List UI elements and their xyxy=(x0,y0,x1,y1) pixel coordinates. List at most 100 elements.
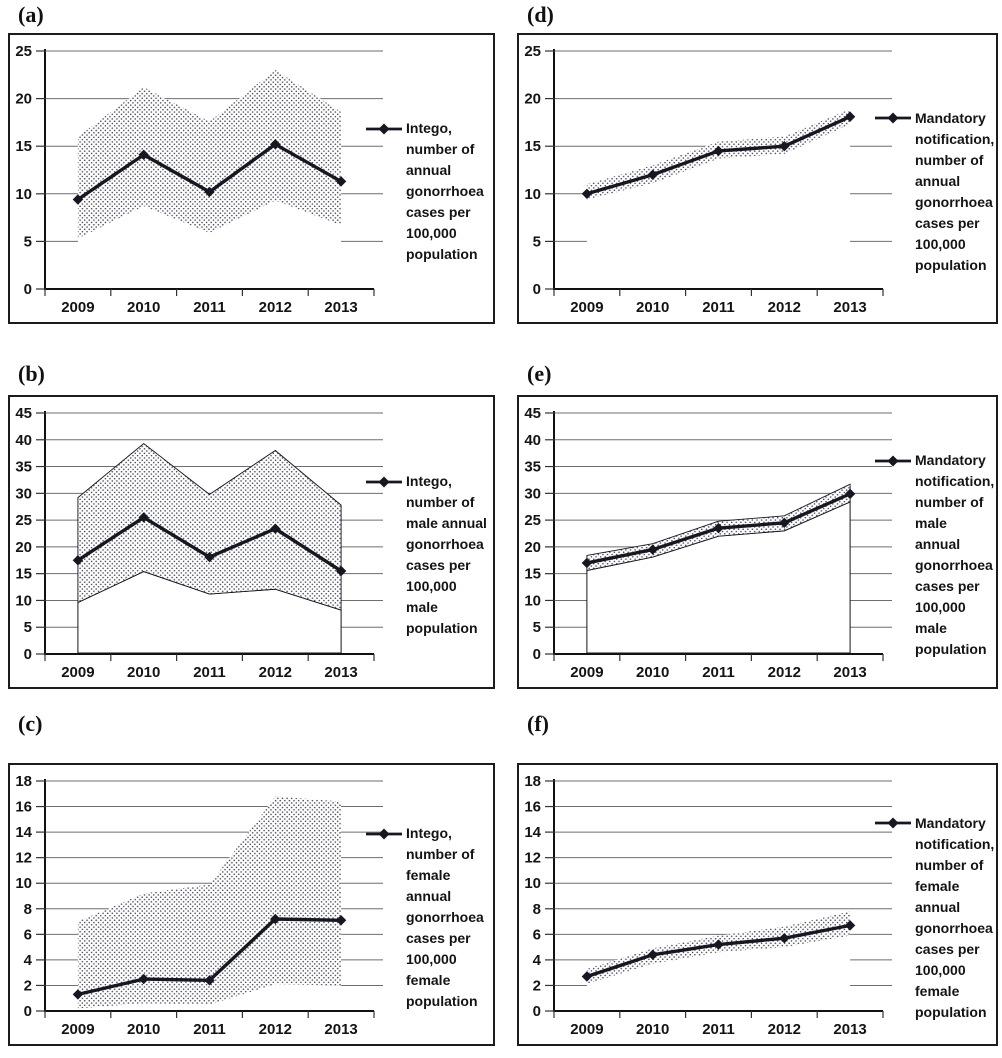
svg-text:10: 10 xyxy=(524,186,541,203)
svg-text:2013: 2013 xyxy=(833,1021,866,1038)
svg-text:6: 6 xyxy=(533,926,541,943)
legend-line: female xyxy=(406,972,451,988)
svg-text:2012: 2012 xyxy=(259,664,292,681)
data-point-marker xyxy=(204,551,215,563)
svg-text:2012: 2012 xyxy=(768,664,801,681)
svg-text:8: 8 xyxy=(24,901,32,918)
data-point-marker xyxy=(72,194,84,205)
axis-tick-labels: 0 5 10 15 20 25 2009 2010 2011 2012 2013 xyxy=(524,43,866,316)
legend-line: male annual xyxy=(406,515,487,531)
svg-text:2013: 2013 xyxy=(833,299,866,316)
svg-text:4: 4 xyxy=(533,952,542,969)
legend-line: Mandatory xyxy=(875,813,994,834)
svg-text:5: 5 xyxy=(24,619,32,636)
svg-text:20: 20 xyxy=(15,539,32,556)
svg-text:4: 4 xyxy=(24,952,33,969)
legend-line: Mandatory xyxy=(875,108,994,129)
chart-legend-c: Intego, number of female annual gonorrhoea ca… xyxy=(366,767,484,1042)
svg-text:2013: 2013 xyxy=(324,664,357,681)
svg-text:2012: 2012 xyxy=(259,1021,292,1038)
band-mask-area xyxy=(77,984,342,1010)
svg-text:25: 25 xyxy=(15,43,32,60)
svg-text:18: 18 xyxy=(524,773,541,790)
data-point-marker xyxy=(581,971,593,982)
svg-text:45: 45 xyxy=(15,405,32,422)
chart-legend-a: Intego, number of annual gonorrhoea cases pe… xyxy=(366,37,484,320)
chart-box-c: 0 2 4 6 8 10 12 14 16 18 2009 2010 2011 2012 2013 Inte… xyxy=(8,763,495,1046)
svg-text:35: 35 xyxy=(524,459,541,476)
svg-text:40: 40 xyxy=(524,432,541,449)
confidence-band xyxy=(77,70,342,239)
axis-tick-labels: 0 5 10 15 20 25 30 35 40 45 2009 2010 2011 2012 2013 xyxy=(524,405,866,681)
svg-text:2009: 2009 xyxy=(61,299,94,316)
legend-line: annual xyxy=(406,888,452,904)
svg-text:2010: 2010 xyxy=(636,299,669,316)
svg-text:2009: 2009 xyxy=(570,1021,603,1038)
svg-text:2011: 2011 xyxy=(702,299,735,316)
legend-line: number of xyxy=(915,151,984,168)
svg-text:2012: 2012 xyxy=(768,299,801,316)
legend-line: 100,000 xyxy=(406,225,457,241)
data-point-marker xyxy=(713,939,724,950)
legend-line: gonorrhoea xyxy=(406,536,484,552)
svg-text:15: 15 xyxy=(524,566,541,583)
data-point-marker xyxy=(335,176,347,187)
legend-line: 100,000 xyxy=(915,961,966,978)
panel-letter-c: (c) xyxy=(18,711,43,736)
svg-text:2: 2 xyxy=(24,977,32,994)
legend-line: cases per xyxy=(406,930,471,946)
svg-text:2011: 2011 xyxy=(193,664,226,681)
svg-text:10: 10 xyxy=(15,875,32,892)
legend-line: gonorrhoea xyxy=(915,919,993,936)
axis-tick-labels: 0 5 10 15 20 25 30 35 40 45 2009 2010 2011 2012 2013 xyxy=(15,405,357,681)
legend-line: annual xyxy=(406,162,452,178)
axis-tick-labels: 0 5 10 15 20 25 2009 2010 2011 2012 2013 xyxy=(15,43,357,316)
legend-line: cases per xyxy=(406,557,471,573)
confidence-band xyxy=(77,442,342,611)
svg-text:2009: 2009 xyxy=(61,664,94,681)
svg-text:40: 40 xyxy=(15,432,32,449)
data-point-marker xyxy=(844,111,856,122)
legend-line: population xyxy=(406,246,478,262)
svg-text:2009: 2009 xyxy=(61,1021,94,1038)
legend-line: population xyxy=(406,993,478,1009)
legend-line: annual xyxy=(915,536,961,552)
svg-text:2010: 2010 xyxy=(127,1021,160,1038)
svg-text:16: 16 xyxy=(15,799,32,816)
axis-tick-labels: 0 2 4 6 8 10 12 14 16 18 2009 2010 2011 2012 2013 xyxy=(15,773,357,1038)
legend-line: number of xyxy=(406,494,475,510)
svg-text:10: 10 xyxy=(524,875,541,892)
chart-box-b: 0 5 10 15 20 25 30 35 40 45 2009 2010 2011 2012 2013 I… xyxy=(8,395,495,689)
svg-text:2011: 2011 xyxy=(193,1021,226,1038)
legend-line: cases per xyxy=(915,214,980,231)
legend-line: female xyxy=(915,877,960,894)
svg-text:0: 0 xyxy=(533,1003,541,1020)
svg-text:8: 8 xyxy=(533,901,541,918)
svg-text:2: 2 xyxy=(533,977,541,994)
data-point-marker xyxy=(270,139,281,150)
legend-line: number of xyxy=(406,846,475,862)
data-point-marker xyxy=(713,522,724,534)
band-mask-area xyxy=(586,124,851,288)
svg-text:2010: 2010 xyxy=(127,299,160,316)
axes xyxy=(36,411,375,661)
svg-text:5: 5 xyxy=(533,619,541,636)
svg-text:15: 15 xyxy=(15,566,32,583)
line-chart-canvas-f: 0 2 4 6 8 10 12 14 16 18 2009 2010 2011 2012 2013 xyxy=(524,773,892,1038)
svg-text:0: 0 xyxy=(533,646,541,663)
data-point-marker xyxy=(270,913,281,925)
legend-series-marker-icon xyxy=(875,817,911,829)
chart-legend-f: Mandatory notification, number of female ann… xyxy=(875,767,994,1042)
svg-text:2013: 2013 xyxy=(324,1021,357,1038)
panel-letter-a: (a) xyxy=(18,2,44,27)
legend-line: Mandatory xyxy=(875,450,994,471)
svg-text:2010: 2010 xyxy=(127,664,160,681)
panel-letter-b: (b) xyxy=(18,361,45,386)
axes xyxy=(36,49,375,296)
svg-text:2012: 2012 xyxy=(768,1021,801,1038)
data-point-marker xyxy=(844,488,856,500)
svg-text:10: 10 xyxy=(524,592,541,609)
chart-box-d: 0 5 10 15 20 25 2009 2010 2011 2012 2013 Mandatory… xyxy=(517,33,998,324)
legend-line: female xyxy=(406,867,451,883)
data-point-marker xyxy=(138,149,149,160)
